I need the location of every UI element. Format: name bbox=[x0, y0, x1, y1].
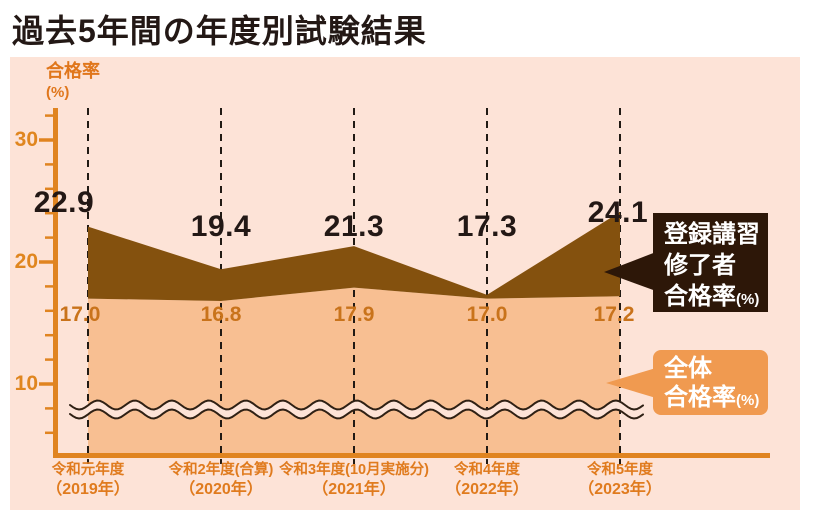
legend-overall-line2: 合格率(%) bbox=[664, 384, 760, 411]
x-category-year-western: （2023年） bbox=[578, 481, 662, 498]
value-label-overall: 17.0 bbox=[466, 303, 508, 326]
legend-registered-unit: (%) bbox=[736, 291, 760, 308]
value-label-registered: 24.1 bbox=[587, 196, 649, 229]
x-category-year-western: （2022年） bbox=[445, 481, 529, 498]
x-category-year-western: （2021年） bbox=[312, 481, 396, 498]
x-category-year-western: （2020年） bbox=[179, 481, 263, 498]
y-tick-label: 10 bbox=[14, 372, 38, 395]
y-axis-line bbox=[53, 108, 58, 458]
legend-overall-pass-rate: 全体 合格率(%) bbox=[653, 350, 768, 415]
x-category-label: 令和2年度(合算) （2020年） bbox=[126, 461, 316, 500]
value-label-overall: 16.8 bbox=[200, 303, 242, 326]
legend-registered-line3: 合格率(%) bbox=[664, 283, 760, 310]
y-tick-label: 20 bbox=[14, 250, 38, 273]
axis-break-wave bbox=[69, 408, 644, 420]
x-category-year-western: （2019年） bbox=[46, 481, 130, 498]
y-axis-title-unit: (%) bbox=[46, 84, 70, 101]
x-category-year-era: 令和元年度 bbox=[51, 462, 125, 478]
value-label-registered: 21.3 bbox=[323, 210, 385, 243]
value-label-registered: 22.9 bbox=[33, 186, 95, 219]
legend-registered-pass-rate: 登録講習 修了者 合格率(%) bbox=[653, 213, 768, 312]
x-category-label: 令和5年度 （2023年） bbox=[525, 461, 715, 500]
x-category-label: 令和3年度(10月実施分) （2021年） bbox=[259, 461, 449, 500]
value-label-overall: 17.2 bbox=[593, 303, 635, 326]
y-axis-title-text: 合格率 bbox=[46, 61, 100, 81]
legend-overall-pointer bbox=[606, 368, 656, 398]
x-category-label: 令和4年度 （2022年） bbox=[392, 461, 582, 500]
x-category-year-era: 令和5年度 bbox=[586, 462, 654, 478]
y-tick-label: 30 bbox=[14, 128, 38, 151]
x-category-year-era: 令和2年度(合算) bbox=[168, 462, 274, 478]
page-title: 過去5年間の年度別試験結果 bbox=[12, 13, 427, 49]
value-label-registered: 17.3 bbox=[456, 210, 518, 243]
x-axis-line bbox=[53, 453, 770, 458]
axis-break-wave bbox=[69, 399, 644, 411]
legend-registered-line1: 登録講習 bbox=[664, 221, 760, 248]
value-label-overall: 17.0 bbox=[59, 303, 101, 326]
legend-registered-pointer bbox=[604, 252, 656, 291]
x-category-label: 令和元年度 （2019年） bbox=[0, 461, 183, 500]
legend-overall-line1: 全体 bbox=[664, 355, 712, 382]
value-label-overall: 17.9 bbox=[333, 303, 375, 326]
legend-overall-unit: (%) bbox=[736, 392, 760, 409]
legend-registered-line2: 修了者 bbox=[664, 252, 736, 279]
y-axis-title: 合格率 (%) bbox=[46, 61, 100, 103]
series-area-registered bbox=[88, 212, 620, 301]
x-category-year-era: 令和3年度(10月実施分) bbox=[279, 462, 429, 478]
x-category-year-era: 令和4年度 bbox=[453, 462, 521, 478]
value-label-registered: 19.4 bbox=[190, 210, 252, 243]
